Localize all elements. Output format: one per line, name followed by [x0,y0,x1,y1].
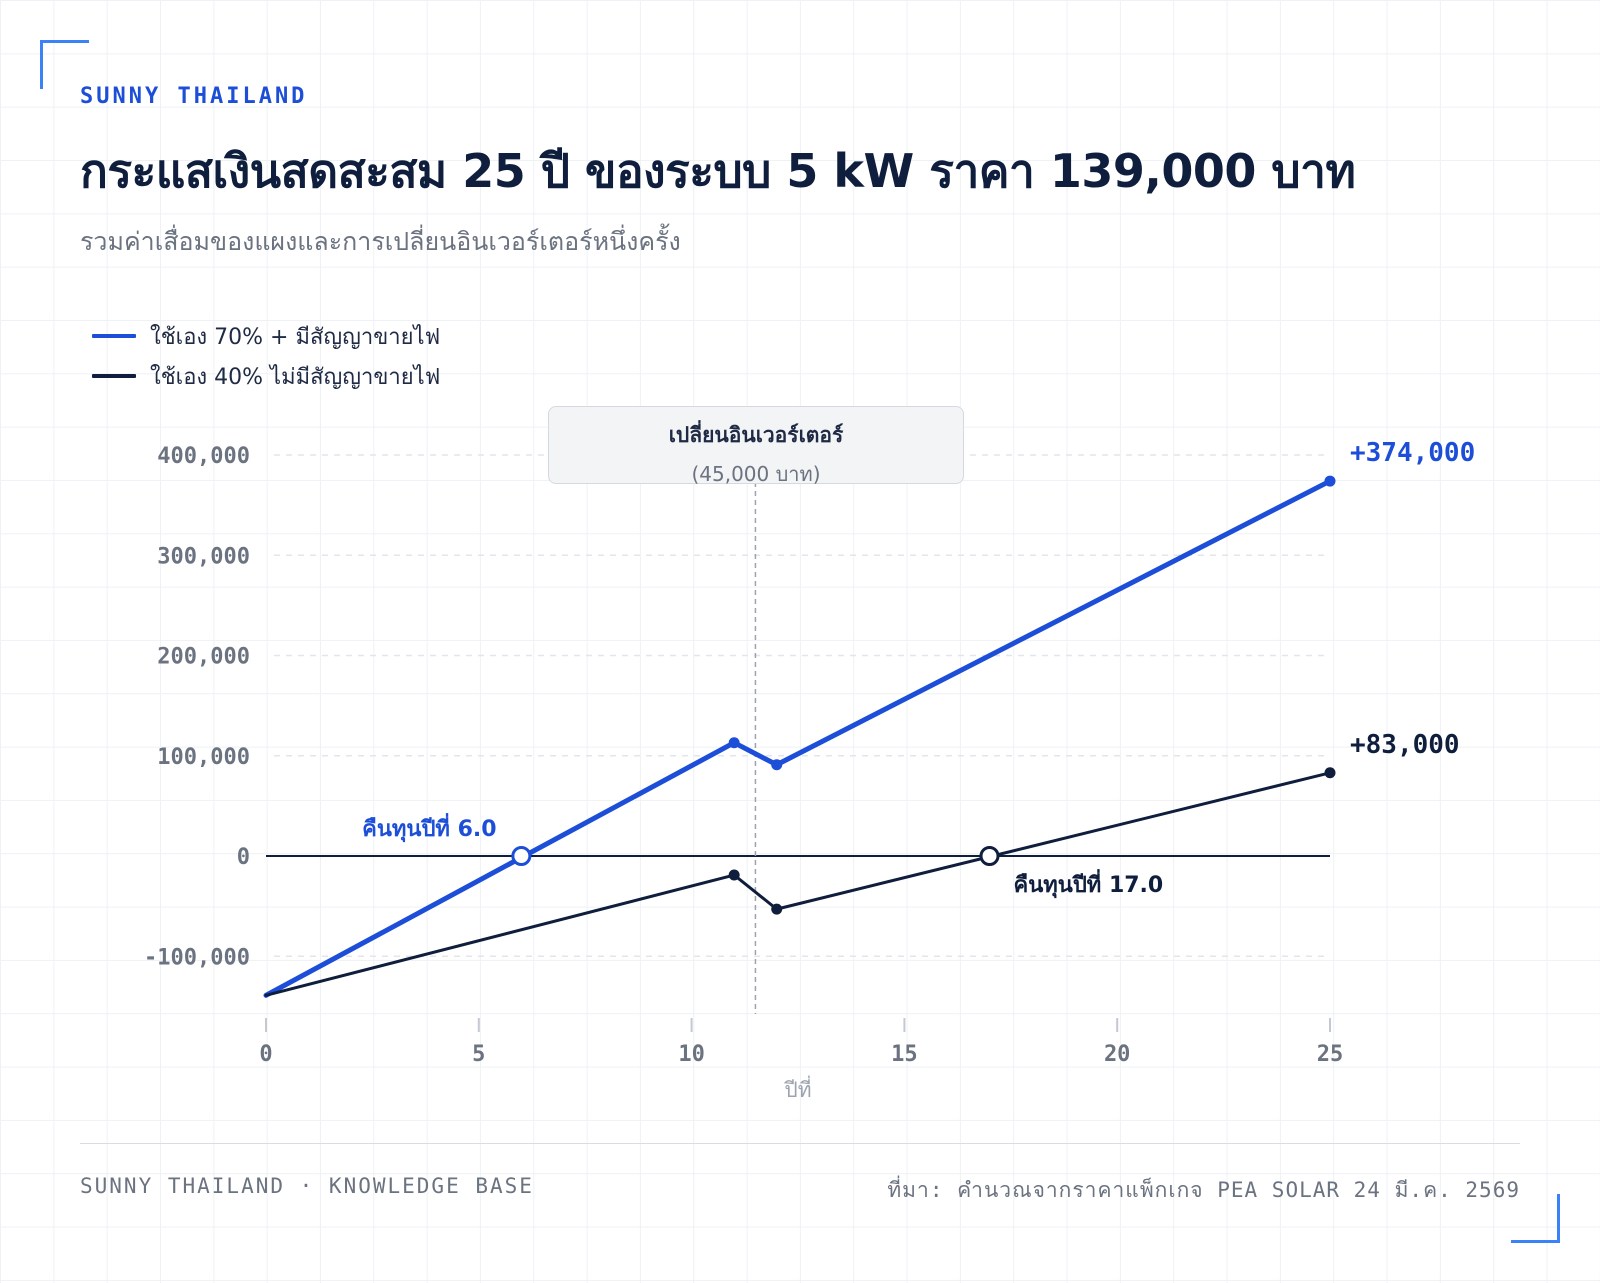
inverter-replacement-callout: เปลี่ยนอินเวอร์เตอร์ (45,000 บาท) [548,406,964,486]
x-axis-label: ปีที่ [784,1075,812,1102]
series-end-label: +83,000 [1350,730,1460,760]
chart-legend: ใช้เอง 70% + มีสัญญาขายไฟ ใช้เอง 40% ไม่… [92,316,440,396]
x-tick-label: 25 [1317,1042,1344,1067]
x-tick-label: 20 [1104,1042,1131,1067]
y-tick-label: 200,000 [157,645,250,670]
x-tick-label: 5 [472,1042,485,1067]
footer-brand: SUNNY THAILAND · KNOWLEDGE BASE [80,1174,534,1198]
footer-source: ที่มา: คำนวณจากราคาแพ็กเกจ PEA SOLAR 24 … [887,1178,1520,1202]
legend-item-series-1: ใช้เอง 70% + มีสัญญาขายไฟ [92,316,440,356]
callout-subtitle: (45,000 บาท) [691,462,821,486]
series-end-label: +374,000 [1350,438,1475,468]
data-point [728,737,740,749]
y-tick-label: 100,000 [157,745,250,770]
data-point [771,903,783,915]
footer-divider [80,1143,1520,1144]
x-tick-label: 15 [891,1042,918,1067]
y-tick-label: -100,000 [144,945,250,970]
legend-swatch-series-2 [92,374,136,378]
series-line-1 [263,478,1333,998]
x-tick-label: 10 [678,1042,705,1067]
y-tick-label: 300,000 [157,544,250,569]
x-tick-label: 0 [259,1042,272,1067]
payback-marker [979,846,1000,866]
legend-label-series-1: ใช้เอง 70% + มีสัญญาขายไฟ [150,324,441,350]
legend-label-series-2: ใช้เอง 40% ไม่มีสัญญาขายไฟ [150,364,441,390]
data-point [771,759,783,771]
data-point [1324,475,1336,487]
series-line-2 [264,771,1332,997]
chart-title: กระแสเงินสดสะสม 25 ปี ของระบบ 5 kW ราคา … [80,144,1356,198]
y-tick-label: 400,000 [157,444,250,469]
brand-label: SUNNY THAILAND [80,84,308,109]
corner-accent-top-left [40,40,89,89]
payback-label: คืนทุนปีที่ 17.0 [1014,868,1164,899]
payback-label: คืนทุนปีที่ 6.0 [362,812,496,843]
corner-accent-bottom-right [1511,1194,1560,1243]
y-tick-label: 0 [237,845,250,870]
chart-subtitle: รวมค่าเสื่อมของแผงและการเปลี่ยนอินเวอร์เ… [80,227,681,256]
data-point [728,869,740,881]
legend-swatch-series-1 [92,334,136,338]
callout-title: เปลี่ยนอินเวอร์เตอร์ [668,423,844,447]
legend-item-series-2: ใช้เอง 40% ไม่มีสัญญาขายไฟ [92,356,440,396]
payback-marker [511,846,532,866]
data-point [1324,767,1336,779]
